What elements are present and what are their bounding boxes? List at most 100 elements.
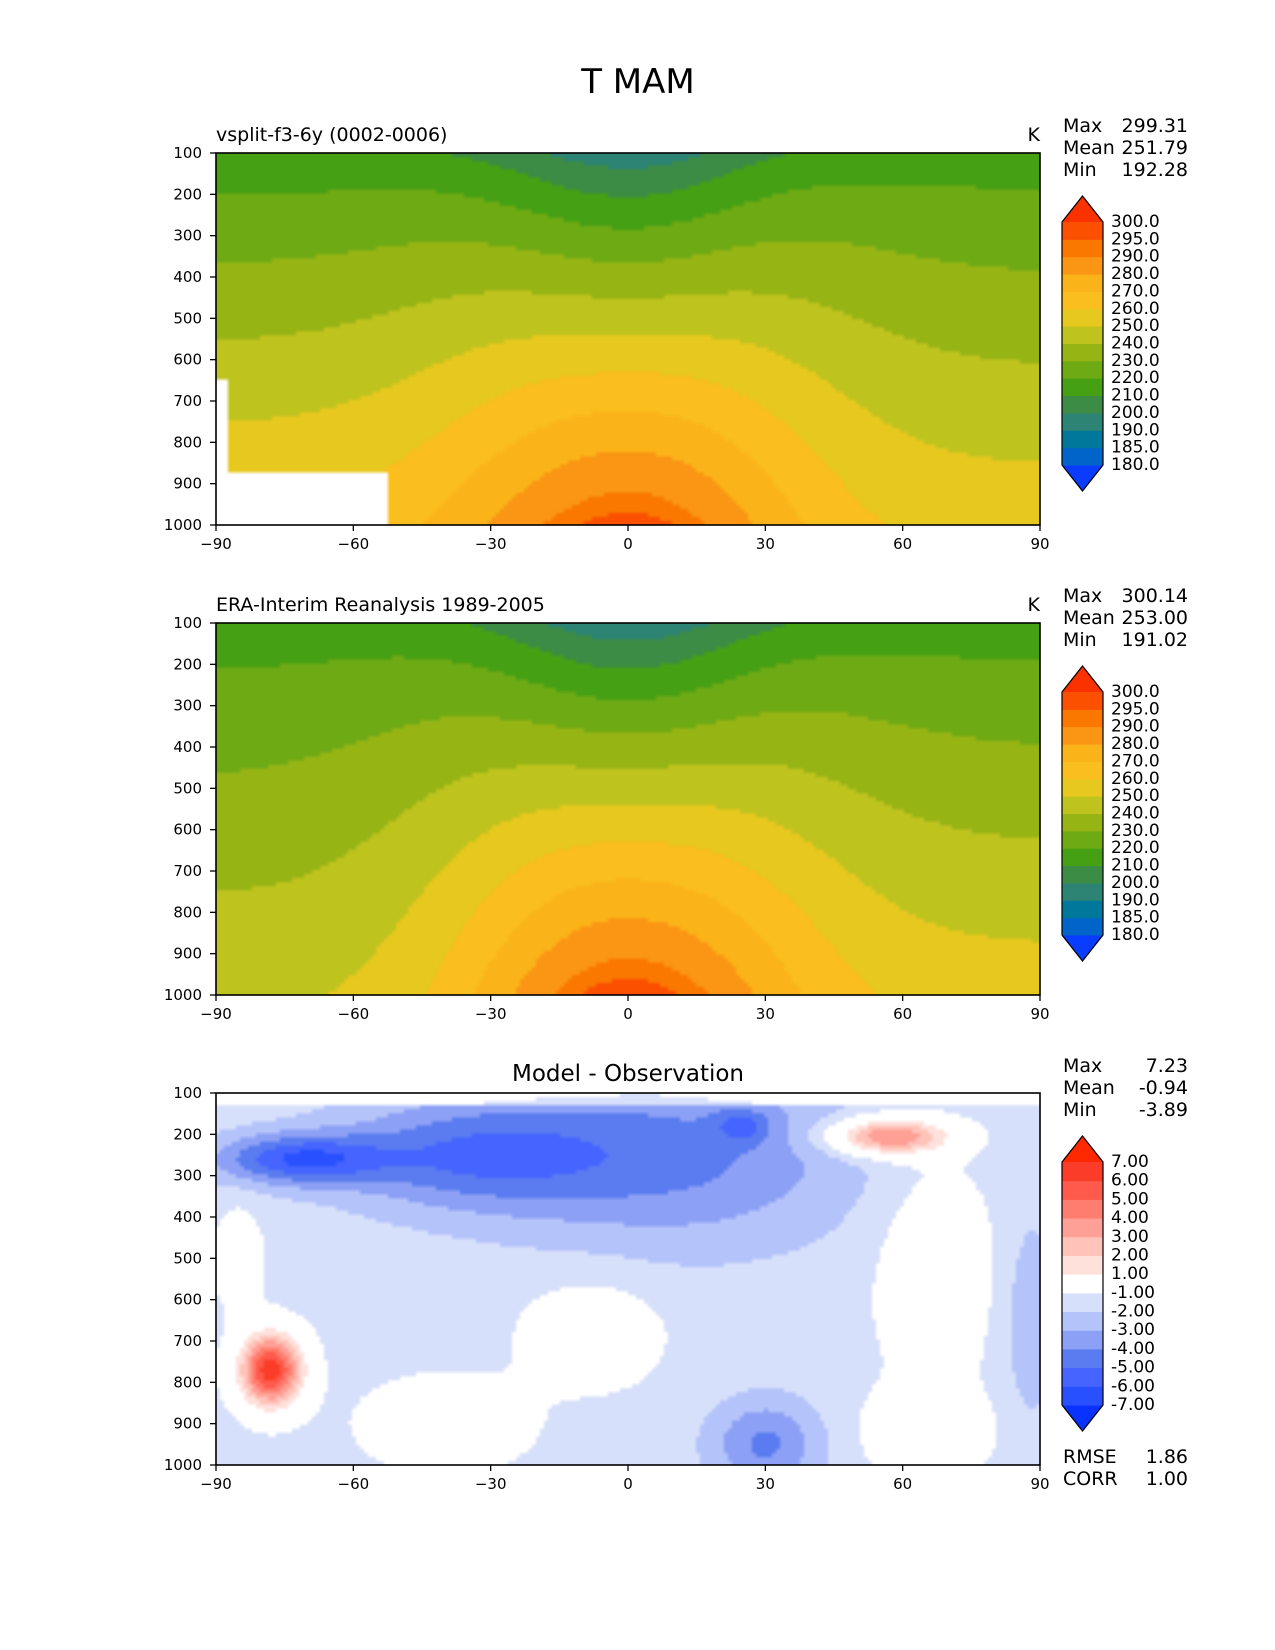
x-tick-label: 30 <box>756 535 775 553</box>
x-tick-label: −30 <box>475 1475 507 1493</box>
x-tick-label: −60 <box>338 535 370 553</box>
colorbar-label: 300.0 <box>1111 212 1160 232</box>
footer-stat-label: CORR <box>1063 1468 1118 1490</box>
colorbar-label: 260.0 <box>1111 299 1160 319</box>
x-tick-label: 0 <box>623 535 633 553</box>
colorbar-outline <box>1061 195 1104 492</box>
x-tick-label: 90 <box>1030 1005 1049 1023</box>
colorbar-label: 6.00 <box>1111 1171 1149 1191</box>
colorbar-label: 300.0 <box>1111 682 1160 702</box>
colorbar-segment <box>1062 744 1103 762</box>
colorbar-label: 210.0 <box>1111 856 1160 876</box>
x-tick-label: 0 <box>623 1475 633 1493</box>
y-tick-label: 600 <box>173 351 202 369</box>
y-tick-label: 900 <box>173 1415 202 1433</box>
colorbar-extend-low <box>1062 1405 1103 1431</box>
colorbar-label: 240.0 <box>1111 804 1160 824</box>
colorbar: -7.00-6.00-5.00-4.00-3.00-2.00-1.001.002… <box>1061 1135 1155 1432</box>
colorbar-segment <box>1062 882 1103 901</box>
colorbar-label: 270.0 <box>1111 751 1160 771</box>
colorbar-extend-high <box>1062 666 1103 692</box>
chart-panel: vsplit-f3-6y (0002-0006) K −90 −60 −30 0 30 60 9… <box>164 115 1188 553</box>
colorbar-label: 260.0 <box>1111 769 1160 789</box>
colorbar-segment <box>1062 239 1103 258</box>
colorbar-segment <box>1062 917 1103 936</box>
colorbar-segment <box>1062 378 1103 397</box>
colorbar-label: 250.0 <box>1111 316 1160 336</box>
x-tick-label: −60 <box>338 1475 370 1493</box>
y-tick-label: 100 <box>173 614 202 632</box>
colorbar-label: 2.00 <box>1111 1245 1149 1265</box>
y-tick-label: 300 <box>173 227 202 245</box>
colorbar-segment <box>1062 796 1103 814</box>
colorbar-label: 295.0 <box>1111 229 1160 249</box>
colorbar-segment <box>1062 1199 1103 1219</box>
stat-value: 299.31 <box>1122 115 1188 137</box>
y-tick-label: 200 <box>173 655 202 673</box>
y-tick-label: 300 <box>173 1167 202 1185</box>
colorbar-segment <box>1062 900 1103 919</box>
stat-value: 253.00 <box>1122 607 1188 629</box>
panel-title: Model - Observation <box>512 1061 744 1087</box>
y-tick-label: 400 <box>173 268 202 286</box>
colorbar-segment <box>1062 692 1103 710</box>
colorbar-label: -3.00 <box>1111 1320 1155 1340</box>
stat-label: Min <box>1063 629 1097 651</box>
colorbar-segment <box>1062 1348 1103 1369</box>
y-tick-label: 800 <box>173 1373 202 1391</box>
stat-label: Mean <box>1063 1077 1115 1099</box>
colorbar-segment <box>1062 222 1103 240</box>
y-tick-label: 100 <box>173 144 202 162</box>
footer-stat-value: 1.86 <box>1146 1446 1188 1468</box>
colorbar-label: 190.0 <box>1111 890 1160 910</box>
y-tick-label: 1000 <box>164 1456 202 1474</box>
colorbar-label: 290.0 <box>1111 247 1160 267</box>
y-tick-label: 400 <box>173 1208 202 1226</box>
colorbar-extend-low <box>1062 465 1103 491</box>
colorbar-segment <box>1062 848 1103 867</box>
colorbar-label: 240.0 <box>1111 334 1160 354</box>
colorbar-label: 5.00 <box>1111 1189 1149 1209</box>
x-tick-label: −30 <box>475 535 507 553</box>
colorbar-segment <box>1062 291 1103 310</box>
y-tick-label: 500 <box>173 1249 202 1267</box>
stat-value: 300.14 <box>1122 585 1188 607</box>
colorbar-segment <box>1062 1162 1103 1182</box>
y-tick-label: 800 <box>173 903 202 921</box>
x-tick-label: 60 <box>893 1475 912 1493</box>
stat-value: 192.28 <box>1122 159 1188 181</box>
y-tick-label: 900 <box>173 945 202 963</box>
y-tick-label: 200 <box>173 1125 202 1143</box>
colorbar-label: -2.00 <box>1111 1302 1155 1322</box>
colorbar-extend-low <box>1062 935 1103 961</box>
stat-value: -3.89 <box>1139 1099 1188 1121</box>
colorbar-segment <box>1062 1367 1103 1387</box>
colorbar-label: 190.0 <box>1111 420 1160 440</box>
footer-stat-value: 1.00 <box>1146 1468 1188 1490</box>
colorbar-segment <box>1062 274 1103 292</box>
colorbar-label: 295.0 <box>1111 699 1160 719</box>
colorbar-segment <box>1062 761 1103 780</box>
colorbar-label: 280.0 <box>1111 734 1160 754</box>
colorbar-label: 200.0 <box>1111 873 1160 893</box>
x-tick-label: 30 <box>756 1005 775 1023</box>
colorbar-segment <box>1062 1274 1103 1294</box>
colorbar-label: 270.0 <box>1111 281 1160 301</box>
colorbar-segment <box>1062 430 1103 449</box>
colorbar-segment <box>1062 865 1103 884</box>
colorbar-label: 7.00 <box>1111 1152 1149 1172</box>
colorbar-segment <box>1062 343 1103 362</box>
stat-value: 7.23 <box>1146 1055 1188 1077</box>
units-label: K <box>1028 124 1041 146</box>
colorbar-segment <box>1062 1218 1103 1238</box>
colorbar-label: 230.0 <box>1111 351 1160 371</box>
colorbar-label: -7.00 <box>1111 1395 1155 1415</box>
x-tick-label: 30 <box>756 1475 775 1493</box>
x-tick-label: 60 <box>893 1005 912 1023</box>
y-tick-label: 700 <box>173 1332 202 1350</box>
x-tick-label: 90 <box>1030 535 1049 553</box>
colorbar-segment <box>1062 1386 1103 1406</box>
colorbar-label: 185.0 <box>1111 438 1160 458</box>
colorbar-label: -1.00 <box>1111 1283 1155 1303</box>
y-tick-label: 700 <box>173 392 202 410</box>
